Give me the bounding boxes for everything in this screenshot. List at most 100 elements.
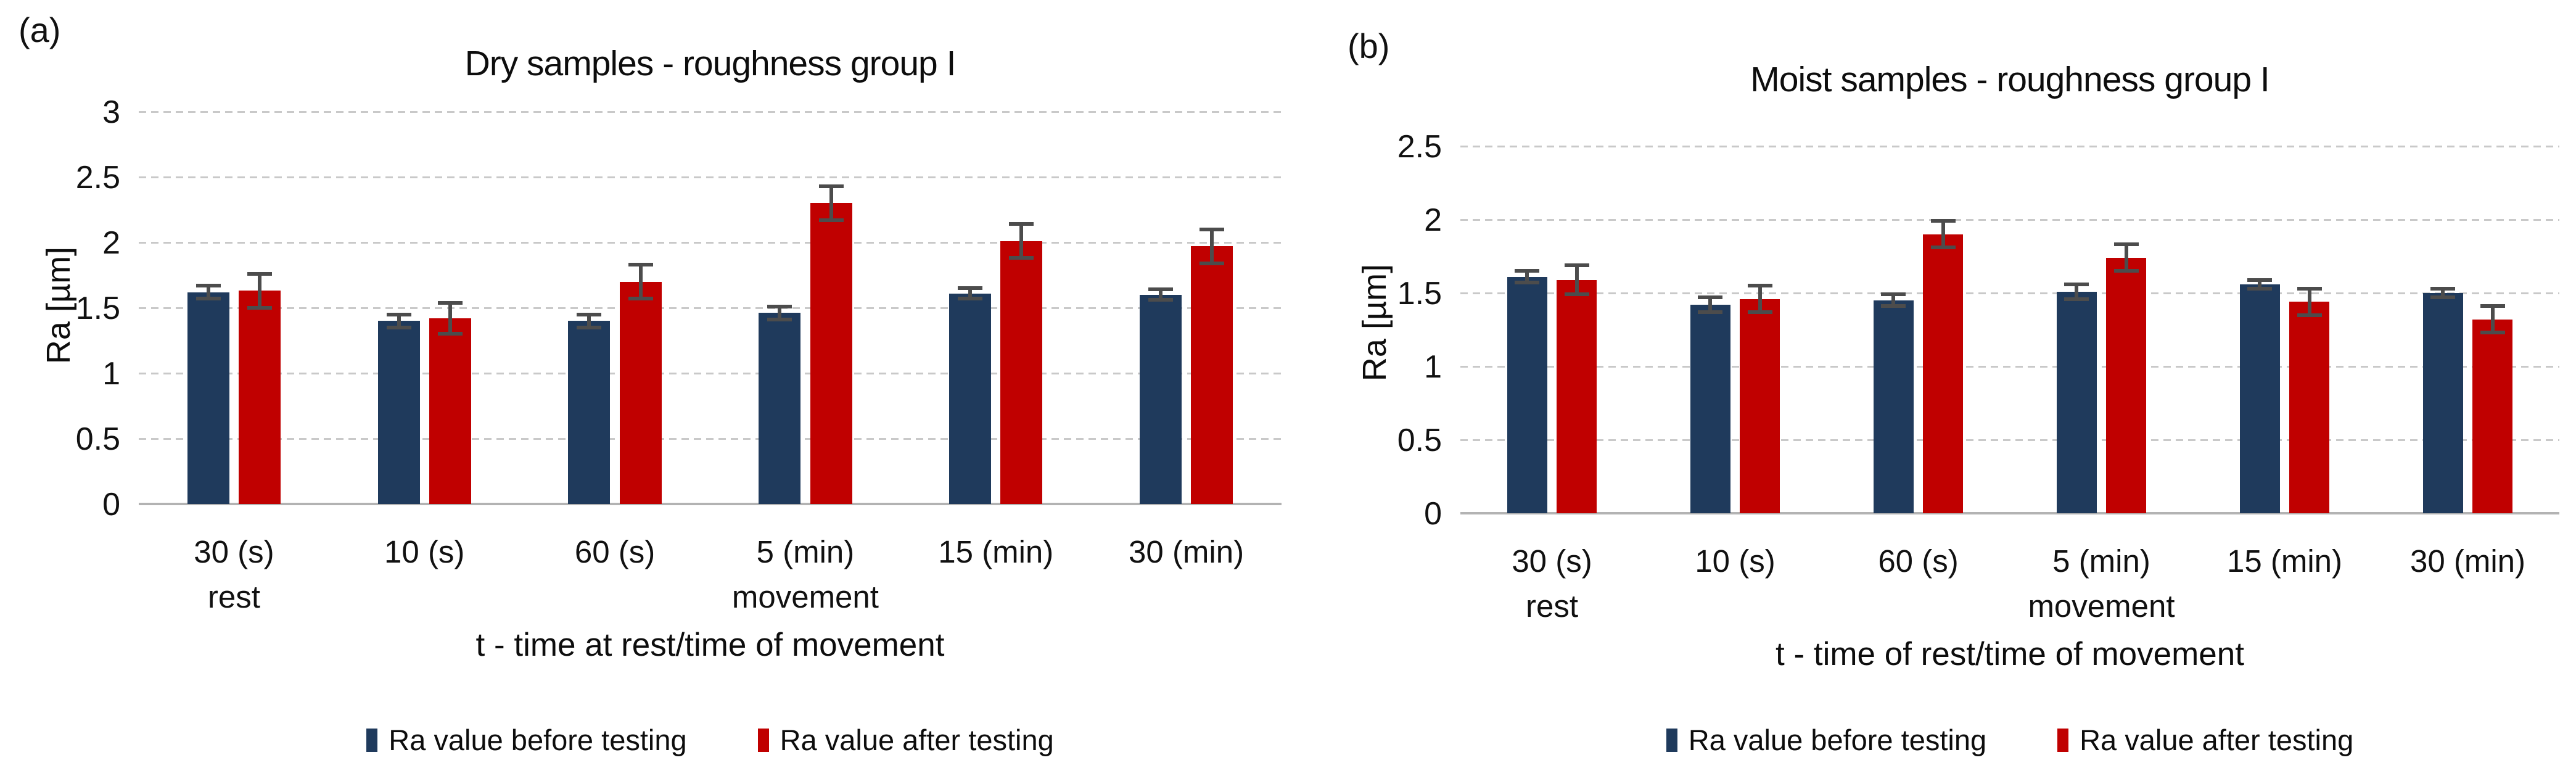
bar-after	[619, 281, 662, 504]
error-bar-cap-bottom	[1200, 261, 1225, 265]
error-bar-cap-bottom	[1930, 246, 1956, 250]
error-bar-cap-bottom	[1515, 281, 1540, 285]
gridline	[1460, 365, 2559, 368]
error-bar-stem	[448, 302, 452, 334]
error-bar-cap-top	[577, 312, 602, 316]
x-category-label: 30 (s)	[194, 534, 274, 569]
y-tick-label: 2	[102, 225, 120, 261]
error-bar-stem	[1941, 221, 1945, 248]
legend-label: Ra value after testing	[2080, 724, 2354, 756]
y-tick-label: 1	[102, 356, 120, 392]
bar-before	[2422, 293, 2464, 513]
plot-area	[1460, 145, 2559, 514]
error-bar-cap-top	[1515, 269, 1540, 273]
bar-after	[239, 291, 281, 504]
error-bar-cap-top	[1747, 284, 1772, 288]
bar-before	[1507, 276, 1548, 513]
error-bar-cap-bottom	[437, 332, 463, 336]
error-bar-cap-top	[2064, 282, 2089, 286]
bar-before	[187, 292, 229, 504]
bar-after	[2105, 257, 2147, 513]
chart-title: Dry samples - roughness group I	[464, 44, 957, 83]
x-category-label: 15 (min)	[938, 534, 1054, 569]
y-tick-label: 2.5	[1397, 129, 1442, 165]
bar-before	[1690, 305, 1731, 513]
error-bar-cap-bottom	[818, 218, 844, 222]
error-bar-cap-top	[2430, 286, 2456, 291]
x-axis-line	[139, 503, 1282, 505]
x-category-sublabel: rest	[1525, 588, 1579, 624]
error-bar-stem	[778, 306, 782, 320]
bar-before	[2056, 291, 2097, 513]
error-bar-cap-top	[1930, 219, 1956, 223]
error-bar-stem	[1210, 229, 1214, 263]
bar-before	[1873, 300, 1914, 513]
error-bar-cap-bottom	[247, 306, 273, 310]
error-bar-stem	[206, 285, 210, 299]
legend-label: Ra value before testing	[389, 724, 687, 756]
x-category-label: 5 (min)	[2052, 543, 2150, 579]
bar-after	[1739, 299, 1780, 513]
x-category-label: 10 (s)	[1695, 543, 1776, 579]
chart-panel-dry: (a) Dry samples - roughness group I Ra […	[19, 10, 1282, 757]
error-bar-cap-bottom	[1698, 310, 1723, 314]
legend-item: Ra value after testing	[757, 723, 1054, 757]
error-bar-stem	[587, 314, 591, 328]
gridline	[139, 241, 1282, 244]
bar-before	[568, 321, 611, 504]
error-bar-cap-top	[1698, 295, 1723, 300]
error-bar-cap-bottom	[767, 318, 792, 322]
bar-before	[759, 313, 801, 504]
error-bar-cap-top	[1881, 292, 1906, 297]
gridline	[139, 176, 1282, 178]
bar-after	[1556, 279, 1597, 513]
legend-label: Ra value after testing	[780, 724, 1054, 756]
x-axis-line	[1460, 512, 2559, 514]
bar-after	[810, 203, 852, 504]
x-category-sublabel: rest	[207, 579, 260, 614]
error-bar-cap-bottom	[1148, 298, 1173, 302]
bar-after	[2472, 319, 2513, 513]
error-bar-cap-bottom	[1009, 256, 1034, 260]
error-bar-cap-bottom	[958, 297, 983, 301]
bar-after	[2289, 302, 2330, 513]
legend-label: Ra value before testing	[1688, 724, 1987, 756]
y-tick-label: 1.5	[1397, 276, 1442, 312]
y-tick-label: 0	[1424, 496, 1442, 532]
bar-before	[2239, 284, 2281, 513]
plot-area	[139, 110, 1282, 505]
x-category-label: 60 (s)	[574, 534, 656, 569]
error-bar-cap-top	[958, 286, 983, 291]
error-bar-cap-bottom	[628, 297, 653, 301]
legend-item: Ra value after testing	[2057, 723, 2353, 757]
error-bar-stem	[1758, 286, 1762, 312]
chart-panel-moist: (b) Moist samples - roughness group I Ra…	[1288, 0, 2576, 768]
error-bar-cap-bottom	[1747, 310, 1772, 314]
error-bar-stem	[2124, 244, 2128, 271]
error-bar-cap-top	[628, 263, 653, 267]
y-tick-label: 0.5	[1397, 423, 1442, 458]
error-bar-stem	[2490, 306, 2495, 333]
x-category-sublabel: movement	[731, 579, 879, 614]
error-bar-cap-bottom	[1564, 292, 1589, 297]
error-bar-cap-top	[1148, 287, 1173, 292]
y-tick-label: 0.5	[75, 421, 120, 457]
error-bar-cap-top	[2480, 304, 2505, 308]
gridline	[1460, 439, 2559, 441]
error-bar-stem	[397, 314, 401, 328]
error-bar-cap-bottom	[386, 325, 411, 329]
y-tick-label: 2	[1424, 202, 1442, 238]
bar-after	[1922, 234, 1964, 513]
legend-item: Ra value before testing	[366, 723, 687, 757]
chart-title: Moist samples - roughness group I	[1750, 60, 2269, 99]
gridline	[1460, 292, 2559, 294]
error-bar-cap-bottom	[2113, 269, 2139, 273]
legend-swatch-before	[1666, 728, 1677, 752]
panel-label-b: (b)	[1348, 27, 1390, 65]
error-bar-cap-bottom	[2430, 295, 2456, 300]
error-bar-stem	[638, 265, 643, 299]
error-bar-stem	[1158, 289, 1162, 300]
error-bar-cap-bottom	[577, 325, 602, 329]
gridline	[1460, 218, 2559, 221]
